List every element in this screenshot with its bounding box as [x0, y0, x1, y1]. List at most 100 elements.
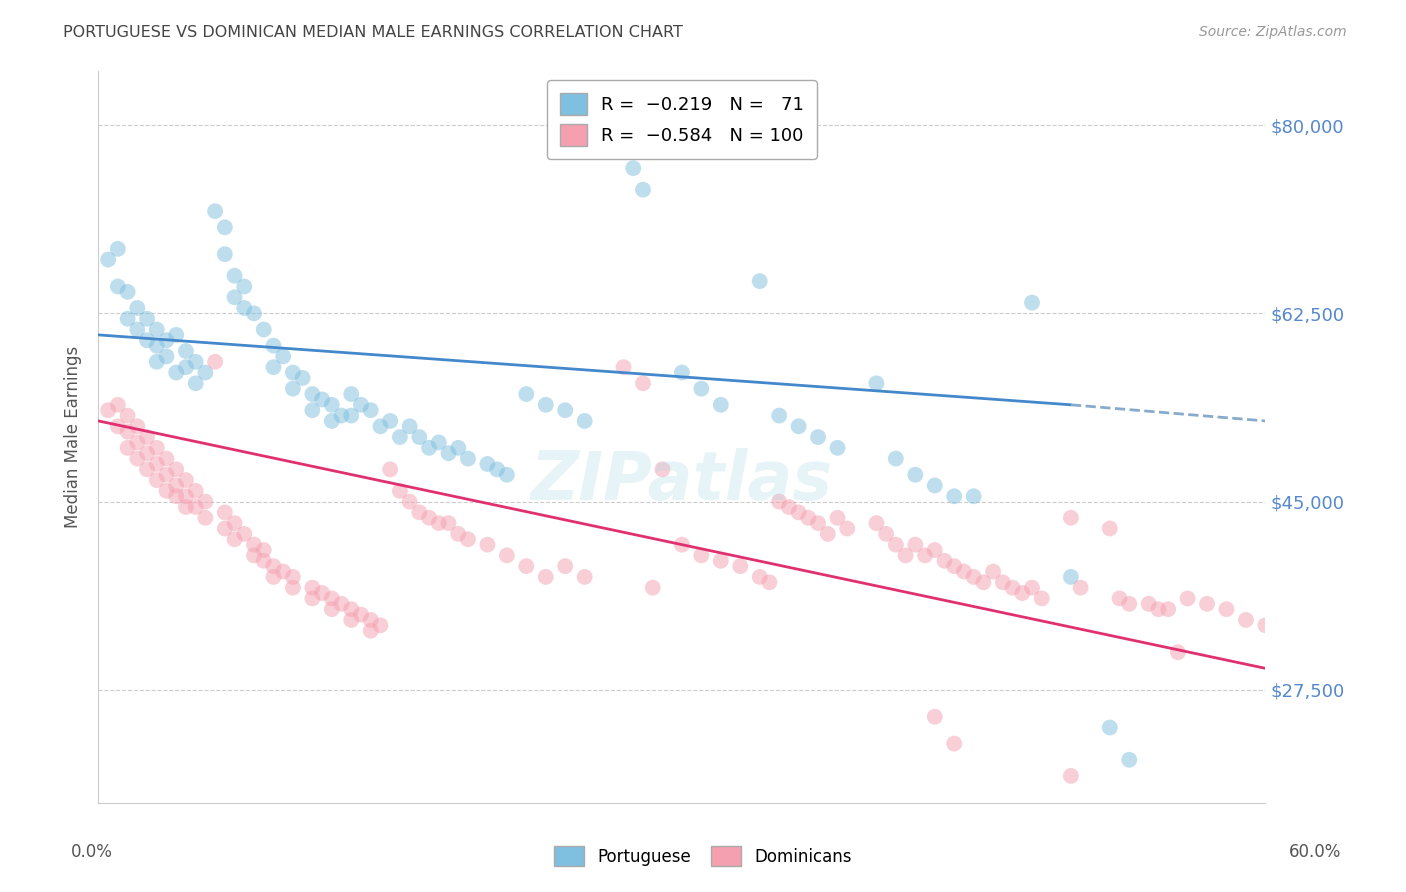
- Point: [301, 387, 323, 401]
- Point: [281, 382, 304, 396]
- Point: [574, 570, 596, 584]
- Point: [1098, 521, 1121, 535]
- Point: [233, 527, 256, 541]
- Point: [360, 403, 382, 417]
- Point: [797, 510, 820, 524]
- Point: [243, 549, 266, 563]
- Point: [233, 279, 256, 293]
- Point: [136, 430, 159, 444]
- Point: [330, 409, 353, 423]
- Point: [981, 565, 1004, 579]
- Point: [924, 543, 946, 558]
- Point: [924, 710, 946, 724]
- Point: [155, 483, 177, 498]
- Point: [1060, 510, 1083, 524]
- Point: [807, 430, 830, 444]
- Point: [1254, 618, 1277, 632]
- Point: [758, 575, 780, 590]
- Point: [224, 268, 246, 283]
- Text: Source: ZipAtlas.com: Source: ZipAtlas.com: [1199, 25, 1347, 39]
- Point: [321, 414, 343, 428]
- Point: [710, 398, 733, 412]
- Point: [155, 333, 177, 347]
- Point: [165, 462, 187, 476]
- Point: [262, 559, 284, 574]
- Point: [1070, 581, 1092, 595]
- Point: [340, 409, 363, 423]
- Point: [321, 602, 343, 616]
- Point: [457, 533, 479, 547]
- Point: [360, 613, 382, 627]
- Point: [1001, 581, 1024, 595]
- Point: [243, 538, 266, 552]
- Point: [214, 521, 236, 535]
- Point: [233, 301, 256, 315]
- Point: [1177, 591, 1199, 606]
- Point: [914, 549, 936, 563]
- Point: [370, 618, 392, 632]
- Point: [418, 510, 440, 524]
- Point: [534, 398, 557, 412]
- Point: [710, 554, 733, 568]
- Point: [146, 355, 169, 369]
- Point: [253, 322, 276, 336]
- Point: [613, 360, 636, 375]
- Point: [671, 538, 693, 552]
- Point: [117, 425, 139, 439]
- Point: [281, 366, 304, 380]
- Point: [127, 419, 149, 434]
- Point: [117, 311, 139, 326]
- Point: [730, 559, 752, 574]
- Point: [311, 586, 333, 600]
- Point: [631, 376, 654, 391]
- Point: [621, 161, 644, 176]
- Point: [437, 516, 460, 530]
- Point: [174, 360, 197, 375]
- Point: [1060, 570, 1083, 584]
- Point: [1167, 645, 1189, 659]
- Point: [165, 489, 187, 503]
- Point: [281, 581, 304, 595]
- Point: [554, 559, 576, 574]
- Point: [447, 441, 470, 455]
- Point: [291, 371, 314, 385]
- Point: [224, 516, 246, 530]
- Point: [1031, 591, 1053, 606]
- Point: [904, 467, 927, 482]
- Point: [370, 419, 392, 434]
- Point: [827, 510, 849, 524]
- Point: [224, 533, 246, 547]
- Point: [1137, 597, 1160, 611]
- Point: [477, 457, 499, 471]
- Text: 0.0%: 0.0%: [70, 843, 112, 861]
- Point: [388, 483, 411, 498]
- Point: [651, 462, 673, 476]
- Point: [1118, 597, 1140, 611]
- Point: [427, 435, 450, 450]
- Point: [350, 607, 373, 622]
- Point: [301, 581, 323, 595]
- Point: [991, 575, 1014, 590]
- Point: [253, 554, 276, 568]
- Point: [787, 419, 810, 434]
- Point: [155, 451, 177, 466]
- Point: [953, 565, 976, 579]
- Point: [768, 494, 790, 508]
- Point: [972, 575, 994, 590]
- Point: [748, 274, 770, 288]
- Point: [136, 446, 159, 460]
- Point: [204, 355, 226, 369]
- Point: [865, 376, 887, 391]
- Point: [447, 527, 470, 541]
- Point: [127, 322, 149, 336]
- Point: [194, 494, 217, 508]
- Point: [457, 451, 479, 466]
- Point: [1118, 753, 1140, 767]
- Point: [496, 467, 519, 482]
- Point: [271, 350, 294, 364]
- Point: [641, 581, 664, 595]
- Point: [243, 306, 266, 320]
- Point: [301, 403, 323, 417]
- Point: [174, 473, 197, 487]
- Point: [97, 403, 120, 417]
